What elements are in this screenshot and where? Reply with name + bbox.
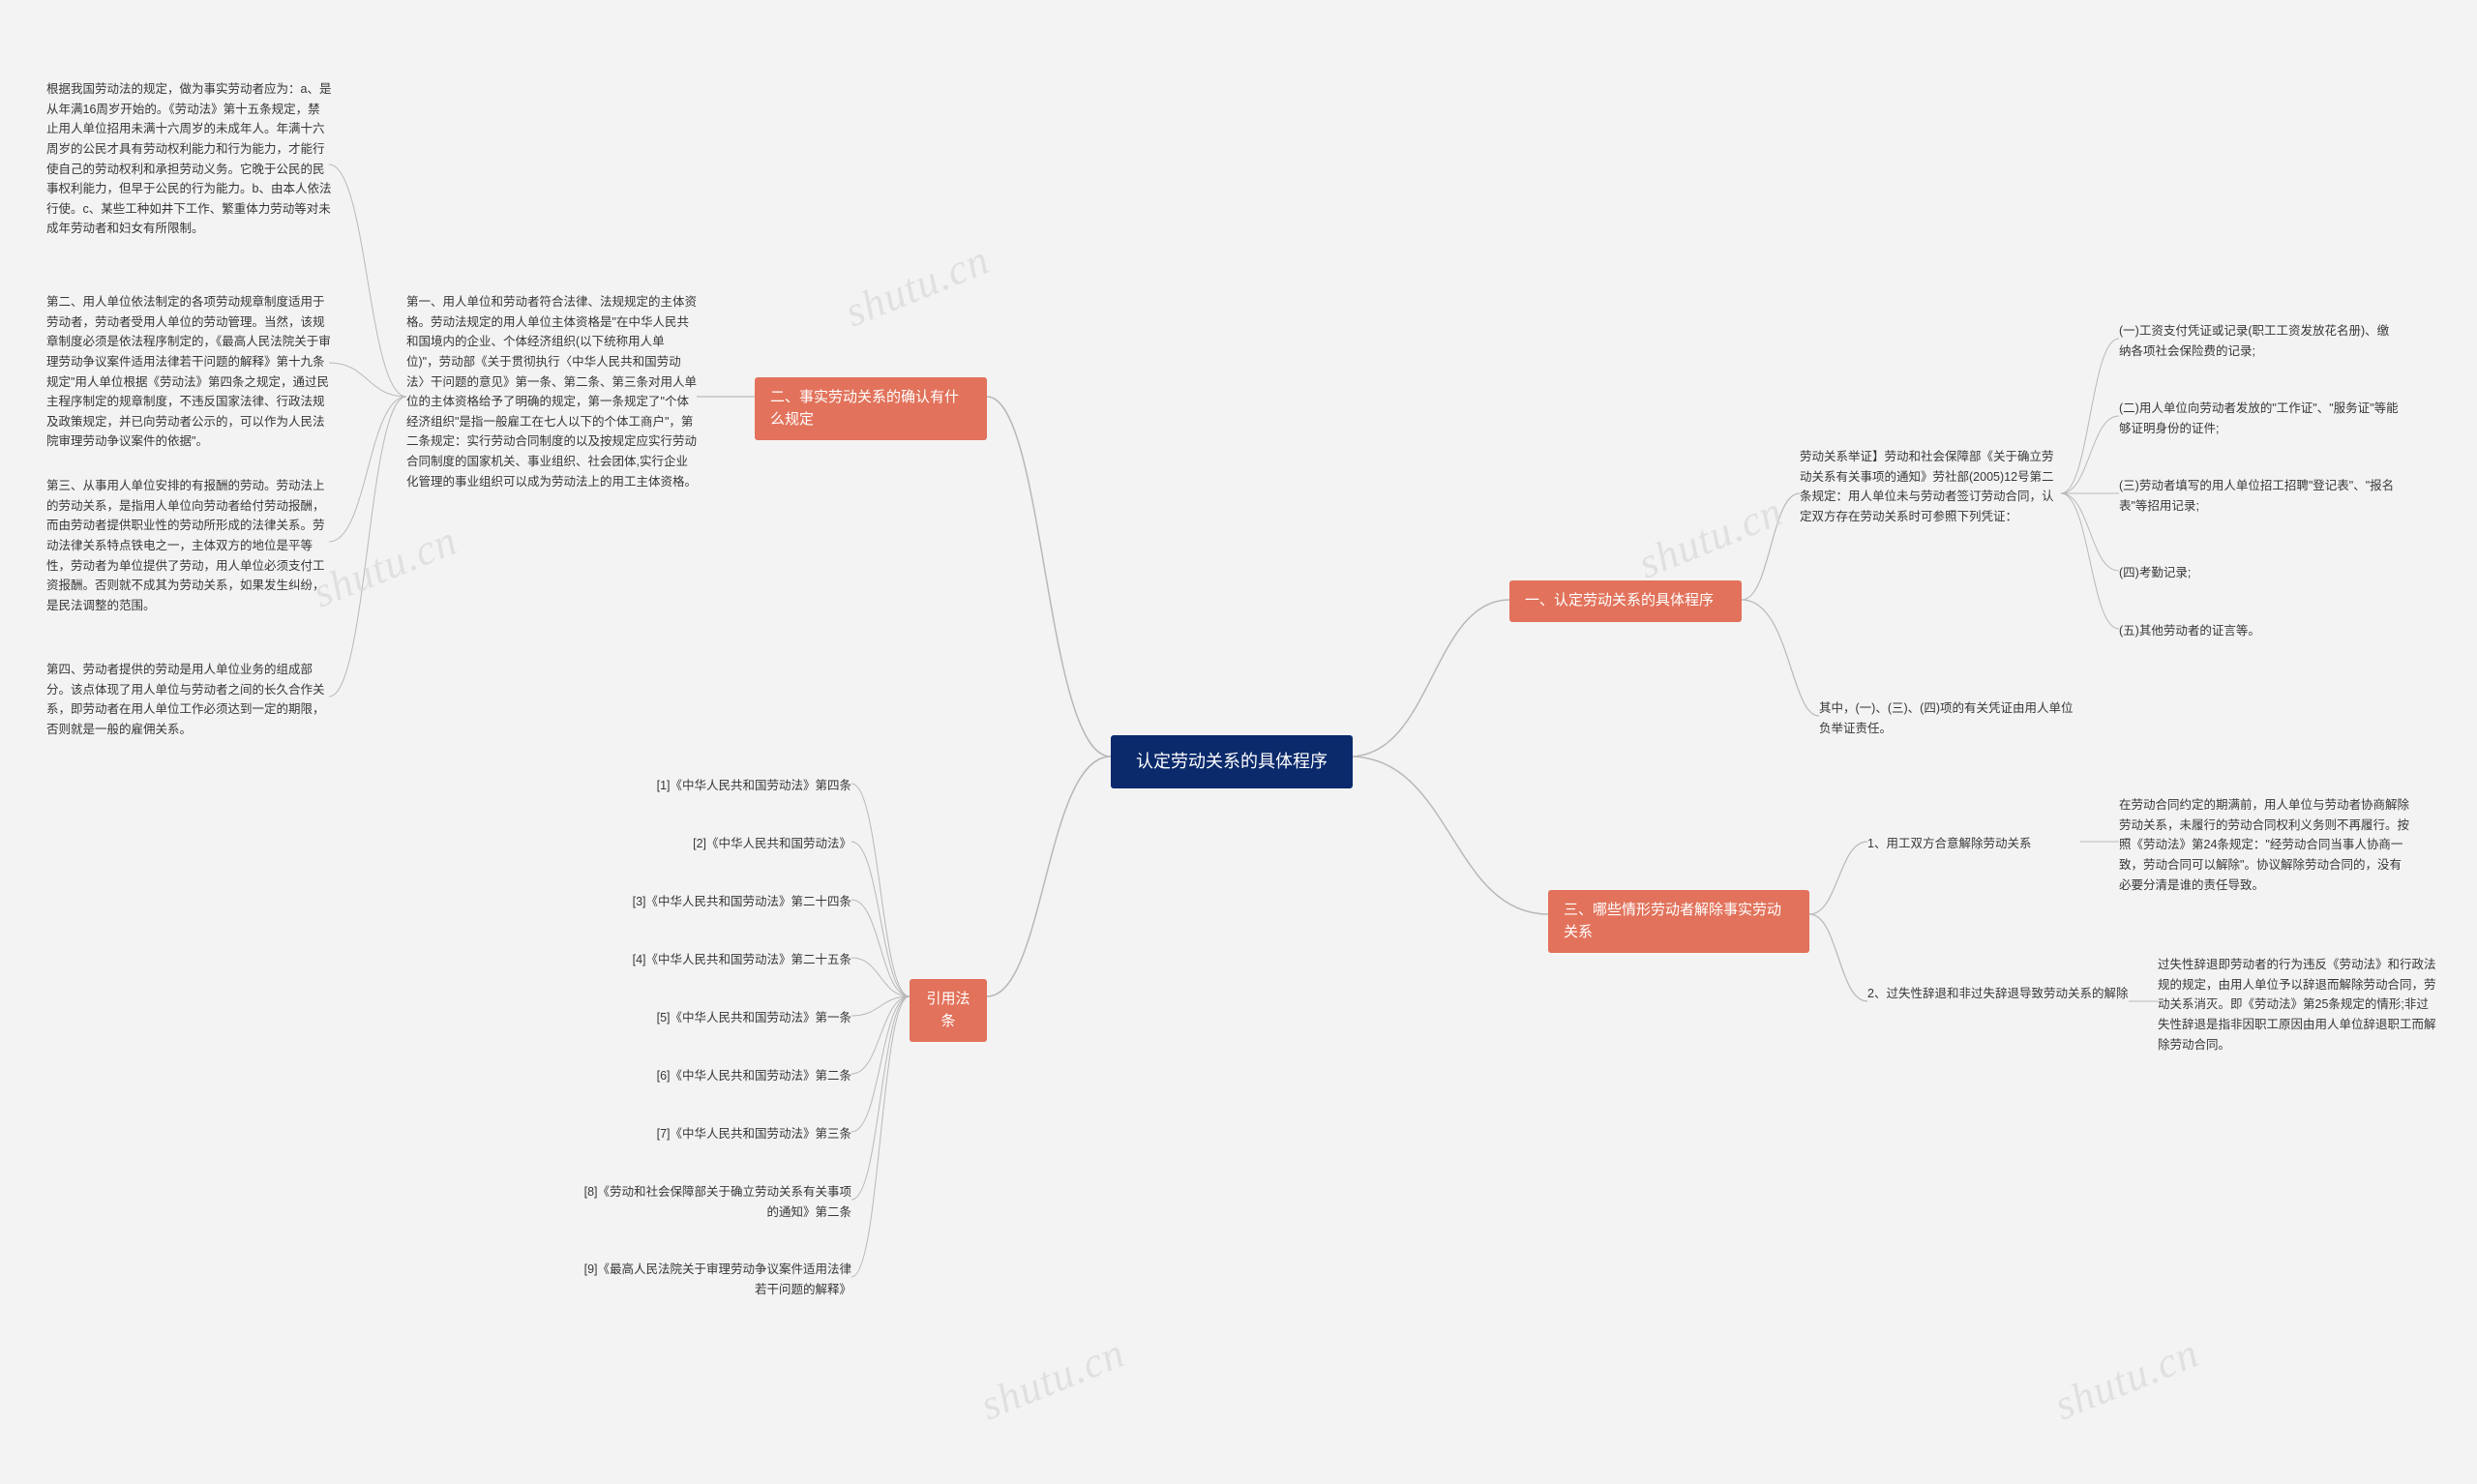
watermark: shutu.cn <box>2047 1328 2206 1431</box>
branch-1[interactable]: 一、认定劳动关系的具体程序 <box>1509 580 1742 622</box>
b1-item-2: (二)用人单位向劳动者发放的"工作证"、"服务证"等能够证明身份的证件; <box>2119 397 2400 440</box>
watermark: shutu.cn <box>973 1328 1132 1431</box>
b3-item-1-detail: 在劳动合同约定的期满前，用人单位与劳动者协商解除劳动关系，未履行的劳动合同权利义… <box>2119 793 2409 897</box>
b4-item-7: [8]《劳动和社会保障部关于确立劳动关系有关事项的通知》第二条 <box>581 1180 851 1224</box>
b1-intro: 劳动关系举证】劳动和社会保障部《关于确立劳动关系有关事项的通知》劳社部(2005… <box>1800 445 2061 529</box>
b4-item-8: [9]《最高人民法院关于审理劳动争议案件适用法律若干问题的解释》 <box>581 1258 851 1301</box>
b2-c1: 根据我国劳动法的规定，做为事实劳动者应为：a、是从年满16周岁开始的。《劳动法》… <box>46 77 332 241</box>
b3-item-2: 2、过失性辞退和非过失辞退导致劳动关系的解除 <box>1867 982 2129 1006</box>
b3-item-2-detail: 过失性辞退即劳动者的行为违反《劳动法》和行政法规的规定，由用人单位予以辞退而解除… <box>2158 953 2438 1056</box>
b1-item-4: (四)考勤记录; <box>2119 561 2400 585</box>
b4-item-4: [5]《中华人民共和国劳动法》第一条 <box>600 1006 851 1030</box>
watermark: shutu.cn <box>1631 487 1790 589</box>
b2-c3: 第三、从事用人单位安排的有报酬的劳动。劳动法上的劳动关系，是指用人单位向劳动者给… <box>46 474 332 617</box>
b4-item-6: [7]《中华人民共和国劳动法》第三条 <box>600 1122 851 1146</box>
b4-item-2: [3]《中华人民共和国劳动法》第二十四条 <box>600 890 851 914</box>
branch-2[interactable]: 二、事实劳动关系的确认有什么规定 <box>755 377 987 440</box>
b4-item-5: [6]《中华人民共和国劳动法》第二条 <box>600 1064 851 1088</box>
b1-note: 其中，(一)、(三)、(四)项的有关凭证由用人单位负举证责任。 <box>1819 697 2080 740</box>
b1-item-1: (一)工资支付凭证或记录(职工工资发放花名册)、缴纳各项社会保险费的记录; <box>2119 319 2400 363</box>
b1-item-5: (五)其他劳动者的证言等。 <box>2119 619 2400 643</box>
b3-item-1: 1、用工双方合意解除劳动关系 <box>1867 832 2080 856</box>
b4-item-3: [4]《中华人民共和国劳动法》第二十五条 <box>600 948 851 972</box>
branch-3[interactable]: 三、哪些情形劳动者解除事实劳动关系 <box>1548 890 1809 953</box>
branch-4[interactable]: 引用法条 <box>910 979 987 1042</box>
b1-item-3: (三)劳动者填写的用人单位招工招聘"登记表"、"报名表"等招用记录; <box>2119 474 2400 518</box>
b2-c4: 第四、劳动者提供的劳动是用人单位业务的组成部分。该点体现了用人单位与劳动者之间的… <box>46 658 332 742</box>
b4-item-1: [2]《中华人民共和国劳动法》 <box>600 832 851 856</box>
b4-item-0: [1]《中华人民共和国劳动法》第四条 <box>600 774 851 798</box>
b2-main: 第一、用人单位和劳动者符合法律、法规规定的主体资格。劳动法规定的用人单位主体资格… <box>406 290 697 493</box>
watermark: shutu.cn <box>838 235 997 338</box>
b2-c2: 第二、用人单位依法制定的各项劳动规章制度适用于劳动者，劳动者受用人单位的劳动管理… <box>46 290 332 454</box>
root-node[interactable]: 认定劳动关系的具体程序 <box>1111 735 1353 788</box>
